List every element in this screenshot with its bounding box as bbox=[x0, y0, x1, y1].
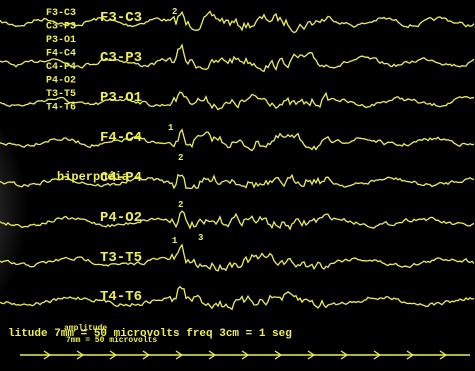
channel-label: P3-O1 bbox=[100, 90, 142, 106]
event-marker: 2 bbox=[178, 153, 183, 163]
event-marker: 1 bbox=[168, 123, 174, 133]
small-channel-label: C3-P3 bbox=[46, 22, 76, 33]
channel-label: F3-C3 bbox=[100, 10, 142, 26]
small-channel-label: P3-O1 bbox=[46, 35, 76, 46]
small-channel-label: F3-C3 bbox=[46, 8, 76, 19]
event-marker: 2 bbox=[178, 200, 183, 210]
eeg-screenshot: F3-C3 C3-P3 P3-O1 F4-C4 C4-P4 P4-O2 T3-T5 T4-T6… bbox=[0, 0, 475, 371]
channel-label: T4-T6 bbox=[100, 289, 142, 305]
small-channel-label: T4-T6 bbox=[46, 103, 76, 114]
footer-overlay: amplitude bbox=[64, 324, 107, 333]
channel-label: P4-O2 bbox=[100, 210, 142, 226]
small-channel-label: F4-C4 bbox=[46, 49, 76, 60]
channel-label: C3-P3 bbox=[100, 50, 142, 66]
channel-label: T3-T5 bbox=[100, 250, 142, 266]
annotation: hiperpnéia bbox=[57, 170, 129, 184]
channel-label: F4-C4 bbox=[100, 130, 142, 146]
event-marker: 2 bbox=[172, 7, 177, 17]
small-channel-label: C4-P4 bbox=[46, 62, 76, 73]
event-marker: 1 bbox=[172, 236, 178, 246]
small-channel-label: P4-O2 bbox=[46, 76, 76, 87]
footer-overlay: 7mm = 50 microvolts bbox=[66, 336, 157, 345]
event-marker: 3 bbox=[198, 233, 203, 243]
small-channel-label: T3-T5 bbox=[46, 89, 76, 100]
